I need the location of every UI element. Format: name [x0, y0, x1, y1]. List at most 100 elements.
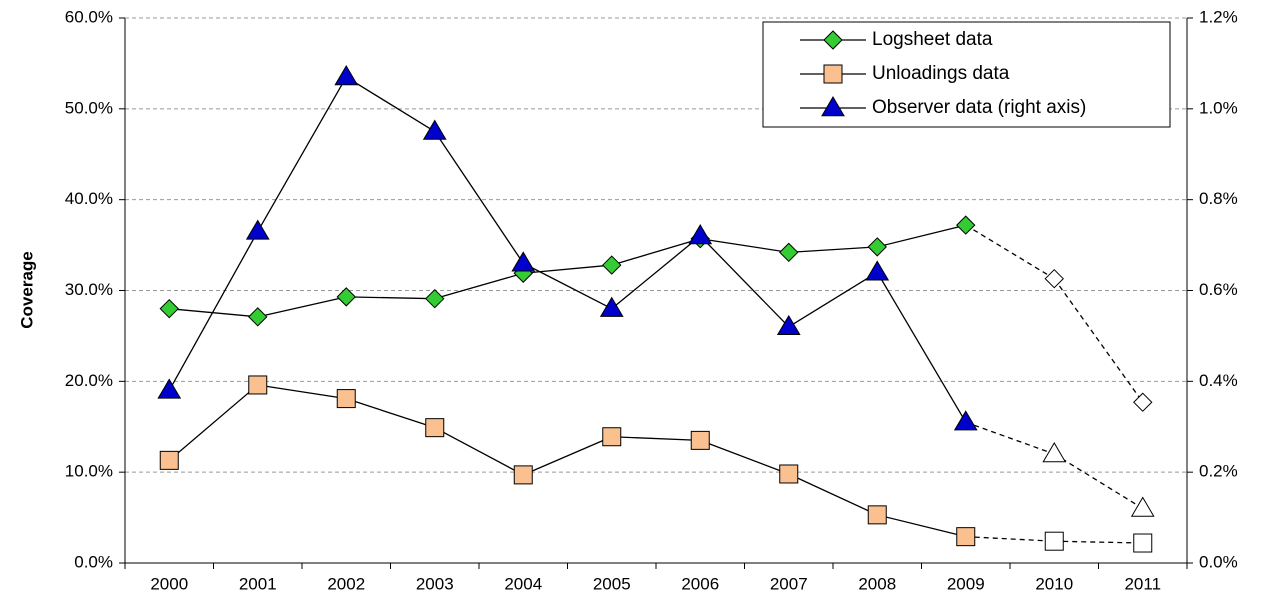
x-tick-label: 2006 — [681, 574, 719, 593]
y-tick-label: 60.0% — [65, 7, 113, 26]
y2-tick-label: 1.0% — [1199, 98, 1238, 117]
line-segment — [965, 421, 1055, 455]
point — [336, 389, 356, 409]
legend-label: Logsheet data — [872, 29, 993, 50]
legend-marker — [821, 96, 845, 117]
point — [867, 237, 887, 257]
point — [248, 307, 268, 327]
point — [425, 418, 445, 438]
point — [956, 527, 976, 547]
line-segment — [1054, 540, 1143, 544]
y-axis-label: Coverage — [17, 251, 36, 328]
y2-tick-label: 1.2% — [1199, 7, 1238, 26]
point — [511, 251, 536, 272]
point — [867, 505, 887, 525]
point — [1044, 531, 1064, 551]
point — [1133, 392, 1153, 412]
line-segment — [168, 384, 259, 461]
point — [1130, 496, 1155, 517]
line-segment — [877, 514, 966, 538]
x-tick-label: 2008 — [858, 574, 896, 593]
line-segment — [1053, 453, 1144, 510]
line-segment — [876, 272, 967, 423]
line-segment — [434, 427, 524, 476]
point — [602, 255, 622, 275]
point — [422, 119, 447, 140]
line-segment — [965, 224, 1055, 280]
line-segment — [168, 231, 259, 391]
point — [688, 224, 713, 245]
point — [159, 298, 179, 319]
line-segment — [257, 384, 347, 400]
point — [159, 450, 179, 470]
legend-label: Unloadings data — [872, 63, 1010, 84]
point — [865, 260, 890, 281]
legend-marker — [823, 64, 843, 84]
x-tick-label: 2010 — [1035, 574, 1073, 593]
x-tick-label: 2007 — [770, 574, 808, 593]
point — [690, 430, 710, 450]
line-segment — [611, 238, 701, 266]
point — [334, 65, 359, 86]
x-tick-label: 2011 — [1124, 574, 1161, 593]
point — [513, 465, 533, 485]
y-tick-label: 20.0% — [65, 371, 113, 390]
x-tick-label: 2005 — [593, 574, 631, 593]
line-segment — [788, 271, 878, 328]
y-tick-label: 0.0% — [74, 552, 113, 571]
point — [776, 314, 801, 336]
line-segment — [1053, 278, 1144, 403]
point — [1044, 268, 1064, 289]
line-segment — [345, 76, 436, 133]
y2-tick-label: 0.2% — [1199, 462, 1238, 481]
line-segment — [522, 436, 613, 476]
y-tick-label: 30.0% — [65, 280, 113, 299]
x-tick-label: 2009 — [947, 574, 985, 593]
point — [245, 219, 270, 240]
point — [779, 464, 799, 484]
line-segment — [257, 76, 347, 232]
line-segment — [788, 246, 878, 253]
point — [779, 242, 799, 263]
line-segment — [611, 436, 701, 442]
line-segment — [699, 235, 790, 328]
x-tick-label: 2001 — [239, 574, 277, 593]
line-segment — [169, 308, 258, 318]
point — [248, 375, 268, 395]
point — [1133, 533, 1153, 553]
line-segment — [523, 264, 612, 274]
line-segment — [788, 473, 878, 516]
y2-tick-label: 0.4% — [1199, 371, 1238, 390]
line-segment — [700, 238, 789, 253]
point — [336, 287, 356, 307]
line-segment — [434, 131, 524, 264]
line-segment — [257, 296, 347, 318]
point — [157, 378, 182, 399]
x-tick-label: 2004 — [504, 574, 542, 593]
legend-marker — [823, 30, 843, 50]
y2-tick-label: 0.8% — [1199, 189, 1238, 208]
point — [1042, 442, 1067, 463]
line-segment — [346, 397, 435, 429]
line-segment — [346, 296, 435, 300]
x-tick-label: 2002 — [327, 574, 365, 593]
y-tick-label: 50.0% — [65, 98, 113, 117]
line-segment — [965, 536, 1055, 542]
point — [953, 410, 978, 431]
x-tick-label: 2000 — [150, 574, 188, 593]
legend-label: Observer data (right axis) — [872, 97, 1086, 118]
y2-tick-label: 0.0% — [1199, 552, 1238, 571]
line-segment — [877, 224, 966, 248]
point — [599, 296, 624, 317]
line-segment — [522, 262, 613, 310]
line-segment — [611, 235, 701, 310]
point — [956, 215, 976, 235]
x-tick-label: 2003 — [416, 574, 454, 593]
line-segment — [434, 272, 524, 300]
point — [602, 427, 622, 447]
line-segment — [700, 439, 789, 475]
y2-tick-label: 0.6% — [1199, 280, 1238, 299]
y-tick-label: 10.0% — [65, 462, 113, 481]
point — [425, 288, 445, 309]
